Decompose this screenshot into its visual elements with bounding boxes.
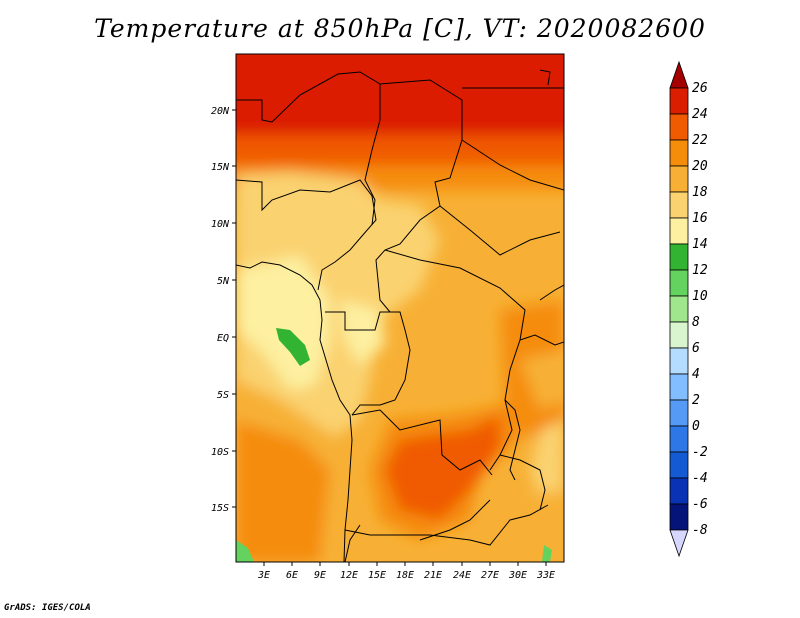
colorbar-segment	[669, 139, 689, 167]
colorbar-segment	[669, 425, 689, 453]
colorbar-segment	[669, 529, 689, 558]
lat-label: 10N	[211, 219, 230, 230]
cold-spot-central	[276, 328, 310, 366]
chart-title: Temperature at 850hPa [C], VT: 202008260…	[94, 14, 706, 43]
lon-label: 12E	[340, 570, 358, 581]
colorbar-label: 26	[692, 81, 708, 96]
lon-label: 33E	[536, 570, 555, 581]
lon-label: 30E	[508, 570, 527, 581]
lon-label: 18E	[396, 570, 414, 581]
colorbar	[669, 60, 689, 558]
lat-label: 5S	[217, 390, 229, 401]
colorbar-labels: 26 24 22 20 18 16 14 12 10 8 6 4 2 0 -2 …	[692, 81, 708, 538]
colorbar-segment	[669, 399, 689, 427]
colorbar-segment	[669, 191, 689, 219]
latitude-axis: 20N 15N 10N 5N EQ 5S 10S 15S	[211, 106, 236, 514]
colorbar-segment	[669, 373, 689, 401]
colorbar-label: 8	[692, 315, 700, 330]
colorbar-segment	[669, 295, 689, 323]
grads-credit: GrADS: IGES/COLA	[4, 603, 91, 613]
colorbar-segment	[669, 217, 689, 245]
colorbar-label: 2	[692, 393, 700, 408]
colorbar-label: 6	[692, 341, 700, 356]
colorbar-segment	[669, 60, 689, 89]
colorbar-segment	[669, 477, 689, 505]
lat-label: EQ	[217, 333, 229, 344]
lon-label: 15E	[368, 570, 386, 581]
colorbar-label: -4	[692, 471, 708, 486]
map-frame	[235, 53, 565, 563]
temperature-field	[236, 54, 564, 562]
colorbar-segment	[669, 269, 689, 297]
country-borders	[236, 69, 564, 562]
lat-label: 15N	[211, 162, 230, 173]
colorbar-label: 14	[692, 237, 708, 252]
colorbar-segment	[669, 451, 689, 479]
colorbar-segment	[669, 321, 689, 349]
longitude-axis: 3E 6E 9E 12E 15E 18E 21E 24E 27E 30E 33E	[257, 562, 555, 581]
lat-label: 10S	[211, 447, 229, 458]
colorbar-label: 10	[692, 289, 708, 304]
colorbar-segment	[669, 87, 689, 115]
cold-spot-southwest	[236, 540, 254, 562]
colorbar-label: -6	[692, 497, 708, 512]
colorbar-label: 24	[692, 107, 708, 122]
colorbar-label: 18	[692, 185, 708, 200]
colorbar-segment	[669, 165, 689, 193]
colorbar-segment	[669, 503, 689, 531]
colorbar-label: -8	[692, 523, 708, 538]
lat-label: 20N	[211, 106, 230, 117]
colorbar-segment	[669, 243, 689, 271]
lat-label: 5N	[217, 276, 230, 287]
colorbar-label: -2	[692, 445, 708, 460]
colorbar-label: 4	[692, 367, 700, 382]
lon-label: 9E	[314, 570, 326, 581]
colorbar-label: 0	[692, 419, 700, 434]
colorbar-segment	[669, 347, 689, 375]
colorbar-segment	[669, 113, 689, 141]
colorbar-label: 20	[692, 159, 708, 174]
colorbar-label: 16	[692, 211, 708, 226]
lon-label: 3E	[257, 570, 270, 581]
lon-label: 24E	[453, 570, 471, 581]
lon-label: 6E	[286, 570, 298, 581]
colorbar-label: 22	[692, 133, 708, 148]
colorbar-label: 12	[692, 263, 708, 278]
lat-label: 15S	[211, 503, 229, 514]
lon-label: 27E	[481, 570, 499, 581]
lon-label: 21E	[424, 570, 442, 581]
cold-spot-southeast	[542, 545, 552, 562]
